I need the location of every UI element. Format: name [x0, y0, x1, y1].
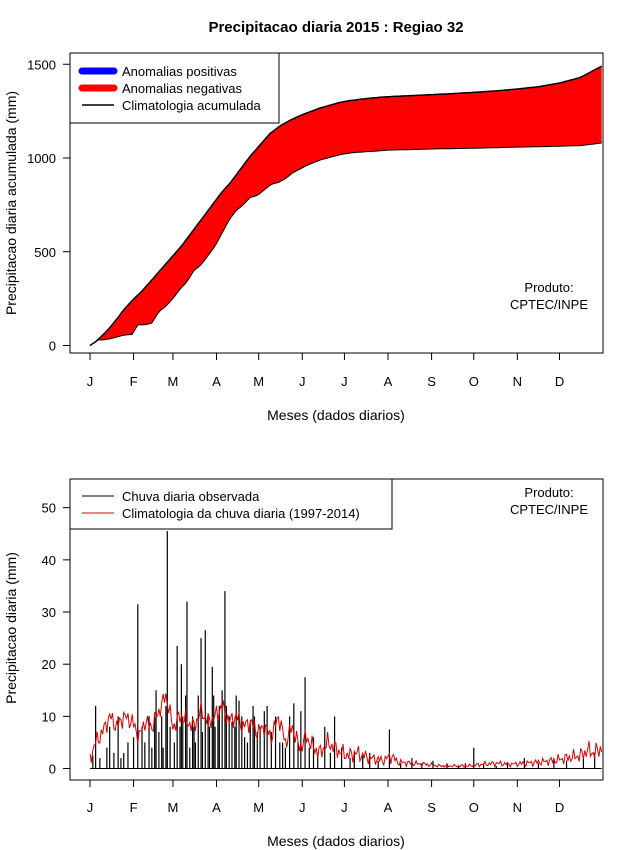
- bottom-y-axis: 0 10 20 30 40 50: [42, 501, 70, 777]
- top-x-tick-label: N: [513, 374, 522, 389]
- top-plot-frame: [69, 52, 604, 354]
- bottom-y-tick-label: 20: [42, 657, 56, 672]
- legend-label-observed: Chuva diaria observada: [122, 489, 260, 504]
- top-x-tick-label: M: [168, 374, 179, 389]
- climatology-daily-line: [89, 693, 603, 769]
- bottom-x-tick-label: O: [469, 800, 479, 815]
- bottom-x-tick-label: J: [87, 800, 94, 815]
- legend-label-negative: Anomalias negativas: [122, 81, 242, 96]
- top-x-tick-label: F: [130, 374, 138, 389]
- bottom-x-tick-label: N: [513, 800, 522, 815]
- bottom-x-tick-label: S: [427, 800, 436, 815]
- bottom-x-tick-label: A: [384, 800, 393, 815]
- bottom-credit-label: Produto:: [524, 485, 573, 500]
- top-y-tick-label: 500: [34, 245, 56, 260]
- legend-label-climatology: Climatologia acumulada: [122, 98, 262, 113]
- top-y-axis-title: Precipitacao diaria acumulada (mm): [3, 91, 19, 315]
- top-x-tick-label: M: [253, 374, 264, 389]
- bottom-y-tick-label: 10: [42, 709, 56, 724]
- bottom-legend-box: [69, 478, 393, 530]
- bottom-y-tick-label: 40: [42, 553, 56, 568]
- figure-title: Precipitacao diaria 2015 : Regiao 32: [208, 19, 463, 36]
- top-x-tick-label: J: [87, 374, 94, 389]
- top-y-axis: 0 500 1000 1500: [27, 57, 70, 354]
- bottom-x-tick-label: F: [130, 800, 138, 815]
- top-y-tick-label: 0: [49, 339, 56, 354]
- observed-daily-bars: [90, 531, 602, 770]
- bottom-x-tick-label: M: [253, 800, 264, 815]
- bottom-x-tick-label: J: [299, 800, 306, 815]
- legend-label-climatology-daily: Climatologia da chuva diaria (1997-2014): [122, 506, 360, 521]
- top-y-tick-label: 1500: [27, 57, 56, 72]
- top-credit-label: Produto:: [524, 280, 573, 295]
- top-legend: Anomalias positivas Anomalias negativas …: [69, 52, 280, 124]
- top-x-tick-label: A: [212, 374, 221, 389]
- bottom-x-tick-label: A: [212, 800, 221, 815]
- top-y-tick-label: 1000: [27, 151, 56, 166]
- bottom-x-tick-label: M: [168, 800, 179, 815]
- top-x-tick-label: S: [427, 374, 436, 389]
- top-credit-source: CPTEC/INPE: [510, 297, 588, 312]
- top-x-axis-title: Meses (dados diarios): [267, 407, 405, 423]
- top-legend-box: [69, 52, 280, 124]
- bottom-x-tick-label: J: [341, 800, 348, 815]
- bottom-y-tick-label: 50: [42, 501, 56, 516]
- bottom-x-tick-label: D: [555, 800, 564, 815]
- cumulative-chart: 0 500 1000 1500 J F M A M J J A S O N D Meses (dados d…: [3, 52, 604, 423]
- top-x-tick-label: O: [469, 374, 479, 389]
- legend-label-positive: Anomalias positivas: [122, 64, 237, 79]
- top-x-tick-label: D: [555, 374, 564, 389]
- top-x-tick-label: J: [341, 374, 348, 389]
- bottom-x-axis-title: Meses (dados diarios): [267, 833, 405, 849]
- bottom-credit-source: CPTEC/INPE: [510, 502, 588, 517]
- climatology-cumulative-line: [89, 65, 603, 347]
- top-x-tick-label: A: [384, 374, 393, 389]
- negative-anomaly-area: [90, 66, 602, 346]
- daily-chart: 0 10 20 30 40 50 J F M A M J J A S O N D Meses (dados di…: [3, 478, 604, 849]
- top-x-tick-label: J: [299, 374, 306, 389]
- bottom-y-tick-label: 30: [42, 605, 56, 620]
- observed-cumulative-line: [89, 142, 602, 346]
- bottom-y-axis-title: Precipitacao diaria (mm): [3, 552, 19, 704]
- bottom-y-tick-label: 0: [49, 762, 56, 777]
- bottom-legend: Chuva diaria observada Climatologia da c…: [69, 478, 393, 530]
